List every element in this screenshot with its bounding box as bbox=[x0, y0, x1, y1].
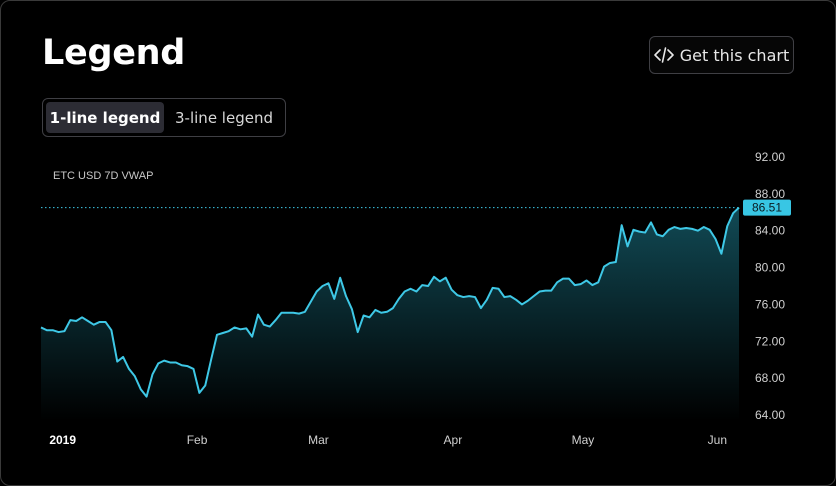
x-tick-label: Feb bbox=[187, 433, 208, 447]
x-tick-label: Apr bbox=[444, 433, 463, 447]
y-tick-label: 72.00 bbox=[755, 334, 785, 348]
last-price-label: 86.51 bbox=[752, 201, 782, 215]
y-tick-label: 80.00 bbox=[755, 261, 785, 275]
x-tick-label: 2019 bbox=[49, 433, 76, 447]
series-legend-label: ETC USD 7D VWAP bbox=[53, 170, 153, 182]
legend-toggle: 1-line legend 3-line legend bbox=[42, 98, 286, 137]
code-icon bbox=[653, 47, 674, 63]
price-line bbox=[40, 206, 740, 398]
get-chart-label: Get this chart bbox=[679, 45, 790, 65]
y-tick-label: 76.00 bbox=[755, 297, 785, 311]
get-chart-button[interactable]: Get this chart bbox=[649, 36, 794, 74]
y-tick-label: 92.00 bbox=[755, 150, 785, 164]
y-tick-label: 68.00 bbox=[755, 371, 785, 385]
y-tick-label: 64.00 bbox=[755, 408, 785, 422]
three-line-legend-tab[interactable]: 3-line legend bbox=[175, 108, 273, 127]
x-tick-label: May bbox=[572, 433, 595, 447]
price-area-fill bbox=[41, 207, 739, 421]
one-line-legend-tab[interactable]: 1-line legend bbox=[46, 102, 164, 133]
y-tick-label: 88.00 bbox=[755, 187, 785, 201]
x-tick-label: Mar bbox=[308, 433, 329, 447]
y-tick-label: 84.00 bbox=[755, 224, 785, 238]
page-title: Legend bbox=[42, 33, 186, 73]
last-price-badge bbox=[743, 199, 791, 216]
x-tick-label: Jun bbox=[708, 433, 727, 447]
